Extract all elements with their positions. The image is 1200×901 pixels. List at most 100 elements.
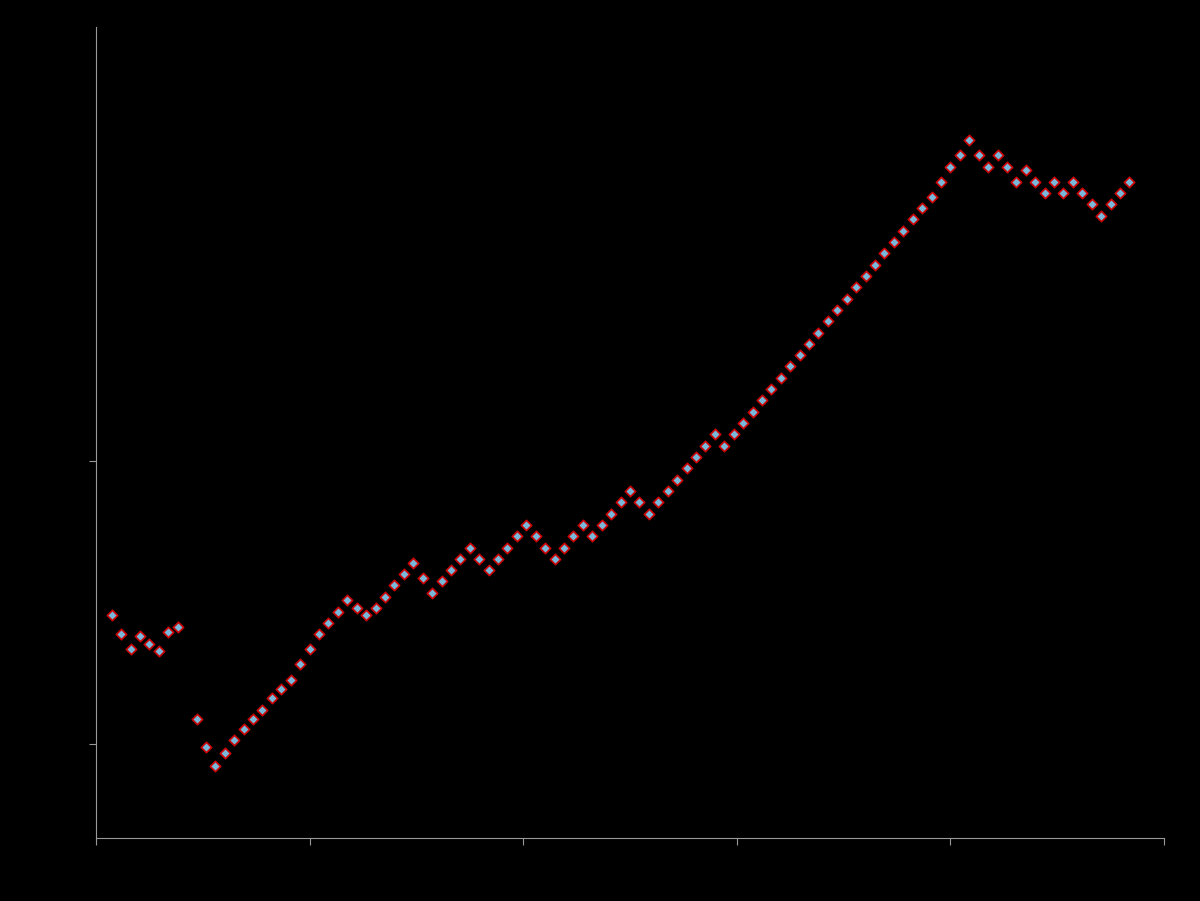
Point <box>205 759 224 773</box>
Point <box>168 620 187 634</box>
Point <box>131 629 150 643</box>
Point <box>818 314 838 329</box>
Point <box>838 291 857 305</box>
Point <box>696 439 715 453</box>
Point <box>846 280 865 295</box>
Point <box>366 601 385 615</box>
Point <box>385 578 404 593</box>
Point <box>1063 175 1082 189</box>
Point <box>564 529 583 543</box>
Point <box>498 541 517 555</box>
Point <box>601 506 620 521</box>
Point <box>469 551 488 566</box>
Point <box>1026 175 1045 189</box>
Point <box>121 642 140 657</box>
Point <box>1073 186 1092 200</box>
Point <box>290 657 310 671</box>
Point <box>517 518 536 532</box>
Point <box>395 567 414 581</box>
Point <box>856 268 875 283</box>
Point <box>667 472 686 487</box>
Point <box>508 529 527 543</box>
Point <box>809 325 828 340</box>
Point <box>715 439 734 453</box>
Point <box>158 625 178 640</box>
Point <box>611 495 630 509</box>
Point <box>1007 175 1026 189</box>
Point <box>271 682 290 696</box>
Point <box>337 593 356 607</box>
Point <box>215 746 234 760</box>
Point <box>422 586 442 600</box>
Point <box>799 337 818 351</box>
Point <box>752 393 772 407</box>
Point <box>1082 197 1102 212</box>
Point <box>574 518 593 532</box>
Point <box>1102 197 1121 212</box>
Point <box>329 605 348 619</box>
Point <box>733 416 752 431</box>
Point <box>941 159 960 174</box>
Point <box>1054 186 1073 200</box>
Point <box>640 506 659 521</box>
Point <box>461 541 480 555</box>
Point <box>1092 208 1111 223</box>
Point <box>356 608 376 623</box>
Point <box>224 733 244 747</box>
Point <box>102 608 121 623</box>
Point <box>526 529 545 543</box>
Point <box>743 405 762 419</box>
Point <box>376 589 395 604</box>
Point <box>554 541 574 555</box>
Point <box>488 551 508 566</box>
Point <box>197 741 216 755</box>
Point <box>187 712 206 726</box>
Point <box>413 570 432 585</box>
Point <box>244 712 263 726</box>
Point <box>828 303 847 317</box>
Point <box>884 235 904 250</box>
Point <box>1110 186 1129 200</box>
Point <box>772 370 791 385</box>
Point <box>677 461 696 476</box>
Point <box>451 551 470 566</box>
Point <box>950 148 970 162</box>
Point <box>583 529 602 543</box>
Point <box>535 541 554 555</box>
Point <box>960 133 979 148</box>
Point <box>112 627 131 642</box>
Point <box>912 201 931 215</box>
Point <box>894 223 913 238</box>
Point <box>904 212 923 226</box>
Point <box>140 636 158 651</box>
Point <box>706 427 725 441</box>
Point <box>1016 163 1036 177</box>
Point <box>630 495 649 509</box>
Point <box>479 563 498 578</box>
Point <box>649 495 668 509</box>
Point <box>442 563 461 578</box>
Point <box>762 382 781 396</box>
Point <box>724 427 743 441</box>
Point <box>1120 175 1139 189</box>
Point <box>658 484 677 498</box>
Point <box>234 722 253 736</box>
Point <box>988 148 1007 162</box>
Point <box>781 359 800 374</box>
Point <box>263 691 282 705</box>
Point <box>931 175 950 189</box>
Point <box>545 551 564 566</box>
Point <box>978 159 997 174</box>
Point <box>686 450 706 464</box>
Point <box>310 627 329 642</box>
Point <box>875 246 894 260</box>
Point <box>1044 175 1063 189</box>
Point <box>922 189 941 204</box>
Point <box>432 574 451 588</box>
Point <box>865 258 884 272</box>
Point <box>997 159 1016 174</box>
Point <box>253 703 272 717</box>
Point <box>970 148 989 162</box>
Point <box>347 601 366 615</box>
Point <box>319 615 338 630</box>
